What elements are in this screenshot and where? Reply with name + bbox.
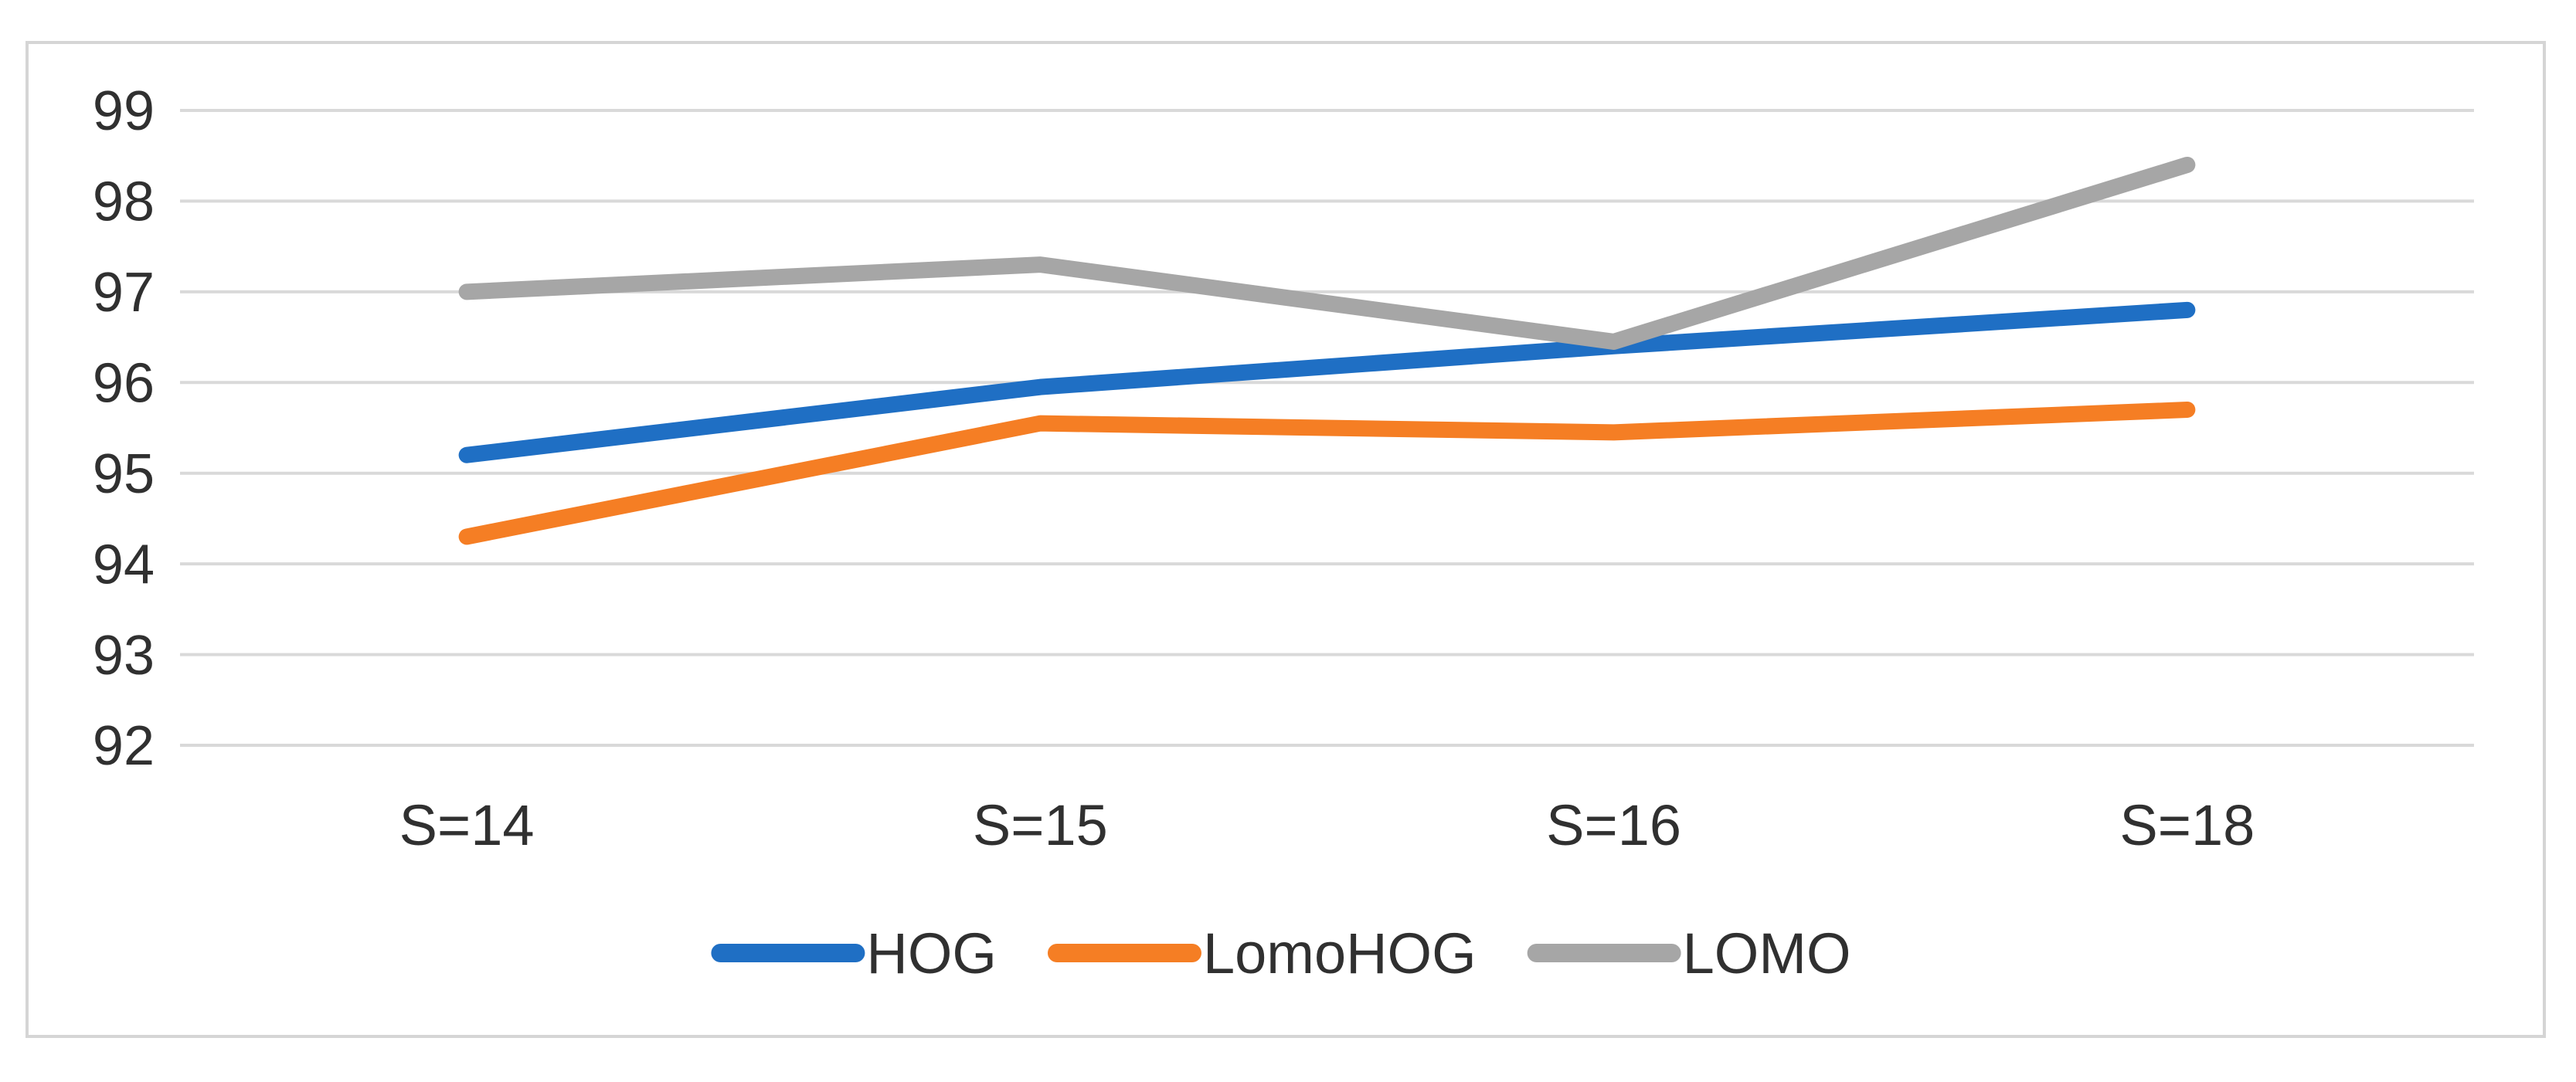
legend-label-LomoHOG: LomoHOG — [1203, 921, 1477, 985]
y-tick-label-93: 93 — [93, 625, 155, 687]
series-line-HOG — [458, 301, 2196, 463]
x-category-label-S=18: S=18 — [2119, 793, 2255, 857]
legend-label-HOG: HOG — [866, 921, 997, 985]
series-line-LomoHOG — [458, 402, 2196, 545]
y-tick-label-99: 99 — [93, 80, 155, 142]
legend: HOG LomoHOG LOMO — [711, 921, 1851, 985]
y-tick-label-92: 92 — [93, 715, 155, 777]
legend-label-LOMO: LOMO — [1683, 921, 1851, 985]
figure-border — [25, 41, 2546, 1038]
legend-item-LOMO: LOMO — [1527, 921, 1851, 985]
x-category-label-S=16: S=16 — [1546, 793, 1681, 857]
x-category-label-S=14: S=14 — [399, 793, 535, 857]
y-tick-label-95: 95 — [93, 443, 155, 505]
y-tick-label-97: 97 — [93, 262, 155, 324]
legend-item-HOG: HOG — [711, 921, 997, 985]
y-tick-label-98: 98 — [93, 171, 155, 233]
x-category-label-S=15: S=15 — [973, 793, 1108, 857]
y-tick-label-94: 94 — [93, 534, 155, 595]
legend-item-LomoHOG: LomoHOG — [1047, 921, 1477, 985]
series-line-LOMO — [458, 156, 2196, 350]
y-tick-label-96: 96 — [93, 352, 155, 414]
